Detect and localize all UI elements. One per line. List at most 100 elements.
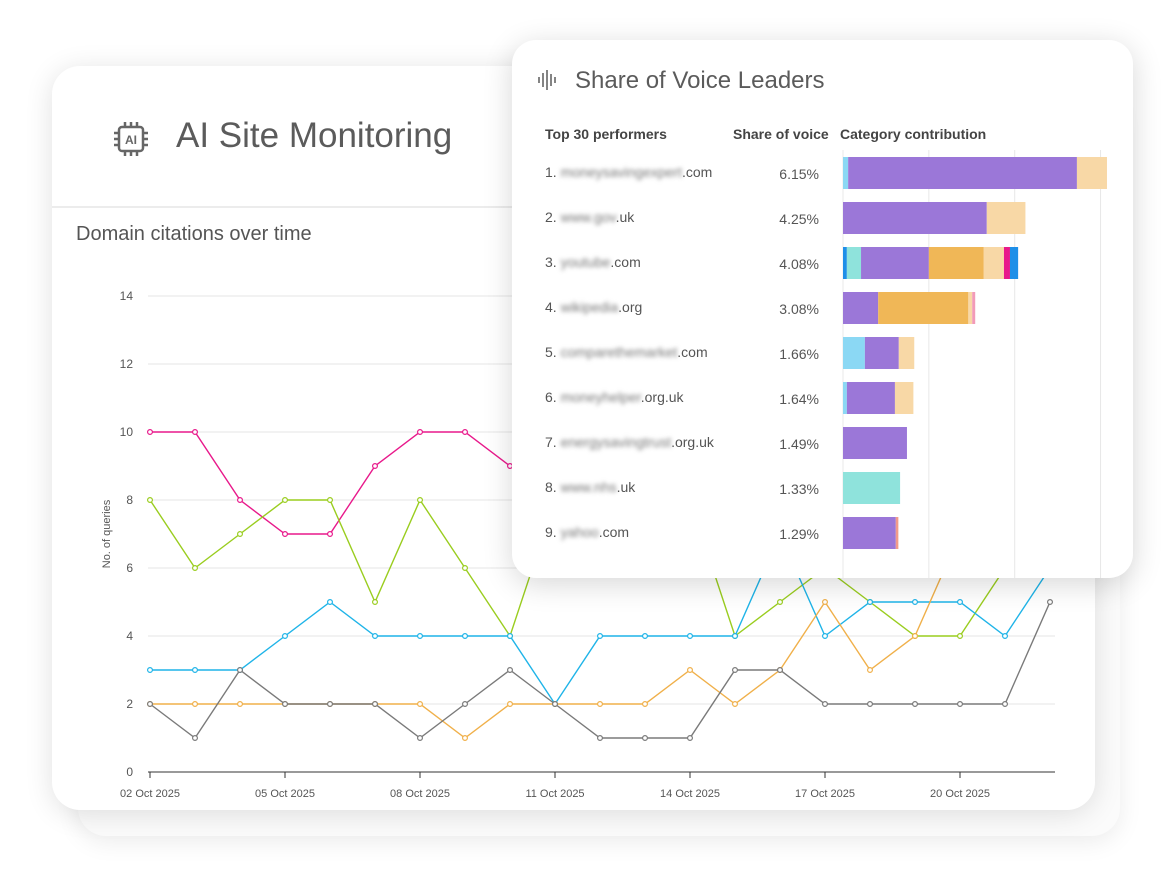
data-point <box>911 598 918 605</box>
column-header: Top 30 performers <box>545 126 667 142</box>
domain-suffix: .org.uk <box>671 434 714 450</box>
rank: 7. <box>545 434 557 450</box>
data-point <box>596 700 603 707</box>
bar-segment <box>846 382 895 414</box>
y-tick-label: 10 <box>120 425 134 439</box>
data-point <box>237 700 244 707</box>
data-point <box>462 632 469 639</box>
row-name: 2. www.gov.uk <box>545 209 634 225</box>
share-value: 1.64% <box>779 391 819 407</box>
bar-segment <box>1003 247 1010 279</box>
y-tick-label: 2 <box>126 697 133 711</box>
data-point <box>507 700 514 707</box>
bar-segment <box>1076 157 1107 189</box>
data-point <box>686 734 693 741</box>
domain-name: moneysavingexpert <box>560 164 682 180</box>
data-point <box>911 632 918 639</box>
share-value: 1.29% <box>779 526 819 542</box>
data-point <box>956 632 963 639</box>
data-point <box>507 632 514 639</box>
x-tick-label: 20 Oct 2025 <box>930 788 990 800</box>
x-tick-label: 11 Oct 2025 <box>525 788 584 800</box>
sov-icon <box>538 70 556 90</box>
domain-name: energysavingtrust <box>560 434 672 450</box>
y-tick-label: 8 <box>126 493 133 507</box>
data-point <box>1046 598 1053 605</box>
domain-suffix: .com <box>598 524 630 540</box>
data-point <box>417 734 424 741</box>
data-point <box>596 632 603 639</box>
data-point <box>686 666 693 673</box>
bar-segment <box>843 427 907 459</box>
data-point <box>551 700 558 707</box>
data-point <box>192 564 199 571</box>
bar-segment <box>843 517 896 549</box>
data-point <box>866 666 873 673</box>
data-point <box>372 598 379 605</box>
row-name: 3. youtube.com <box>545 254 641 270</box>
bar-segment <box>972 292 976 324</box>
row-name: 4. wikipedia.org <box>545 299 642 315</box>
data-point <box>327 700 334 707</box>
data-point <box>776 598 783 605</box>
column-header: Category contribution <box>840 126 987 142</box>
bar-segment <box>846 247 862 279</box>
data-point <box>731 700 738 707</box>
share-of-voice-card: Share of Voice Leaders Top 30 performers… <box>512 40 1133 578</box>
data-point <box>192 700 199 707</box>
data-point <box>327 497 334 504</box>
bar-segment <box>861 247 929 279</box>
data-point <box>147 700 154 707</box>
data-point <box>821 632 828 639</box>
domain-name: moneyhelper <box>560 389 641 405</box>
bar-segment <box>843 157 849 189</box>
data-point <box>776 666 783 673</box>
data-point <box>147 497 154 504</box>
data-point <box>282 497 289 504</box>
data-point <box>372 700 379 707</box>
data-point <box>192 666 199 673</box>
row-name: 8. www.nhs.uk <box>545 479 635 495</box>
row-name: 9. yahoo.com <box>545 524 629 540</box>
data-point <box>956 598 963 605</box>
x-tick-label: 02 Oct 2025 <box>120 788 180 800</box>
contribution-bars <box>842 150 1107 578</box>
row-name: 7. energysavingtrust.org.uk <box>545 434 714 450</box>
domain-suffix: .org.uk <box>640 389 684 405</box>
data-point <box>956 700 963 707</box>
bar-segment <box>894 382 914 414</box>
rank: 6. <box>545 389 557 405</box>
row-name: 6. moneyhelper.org.uk <box>545 389 684 405</box>
data-point <box>372 463 379 470</box>
y-tick-label: 6 <box>126 561 133 575</box>
data-point <box>372 632 379 639</box>
y-tick-label: 0 <box>126 765 133 779</box>
domain-name: yahoo <box>560 524 599 540</box>
data-point <box>282 632 289 639</box>
ai-icon: AI <box>114 122 148 156</box>
data-point <box>641 700 648 707</box>
data-point <box>641 632 648 639</box>
share-value: 4.25% <box>779 211 819 227</box>
share-value: 1.66% <box>779 346 819 362</box>
domain-suffix: .org <box>618 299 643 315</box>
rank: 1. <box>545 164 557 180</box>
icon-label: AI <box>125 133 137 147</box>
domain-suffix: .com <box>677 344 708 360</box>
sov-title: Share of Voice Leaders <box>575 67 825 94</box>
x-tick-label: 05 Oct 2025 <box>255 788 315 800</box>
domain-name: www.gov <box>560 209 616 225</box>
domain-suffix: .com <box>610 254 641 270</box>
bar-segment <box>848 157 1077 189</box>
bar-segment <box>843 382 847 414</box>
rank: 8. <box>545 479 557 495</box>
bar-segment <box>843 472 901 504</box>
data-point <box>237 666 244 673</box>
data-point <box>462 700 469 707</box>
row-name: 1. moneysavingexpert.com <box>545 164 712 180</box>
data-point <box>821 598 828 605</box>
domain-name: www.nhs <box>560 479 617 495</box>
data-point <box>417 632 424 639</box>
bar-segment <box>968 292 973 324</box>
